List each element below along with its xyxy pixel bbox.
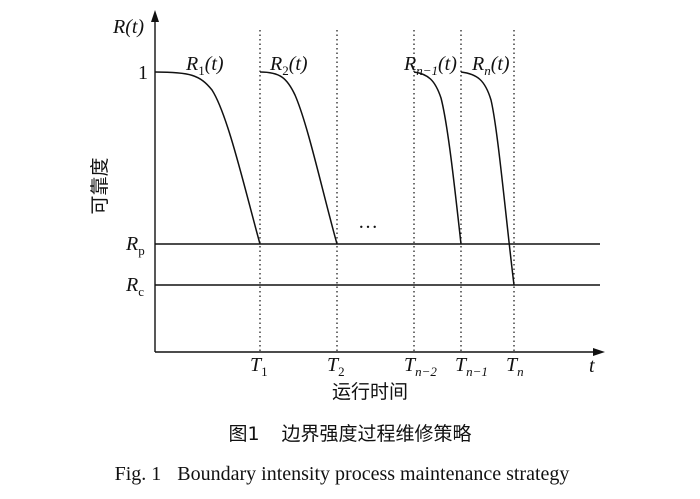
curve-base: R	[185, 53, 198, 75]
curve-arg: (t)	[438, 53, 457, 75]
curve-sub: 1	[198, 63, 205, 78]
curve	[413, 71, 462, 245]
rc-base: R	[125, 274, 138, 296]
y-title: 可靠度	[89, 157, 111, 214]
caption-fig: 图1	[228, 423, 259, 445]
y-arrow	[151, 10, 159, 22]
rc-label: Rc	[125, 274, 144, 299]
rc-sub: c	[138, 284, 144, 299]
curve-label: Rn(t)	[471, 53, 510, 78]
curve-base: R	[471, 53, 484, 75]
curve-arg: (t)	[491, 53, 510, 75]
curves	[154, 71, 515, 286]
level-one: 1	[138, 62, 148, 84]
time-sub: n−2	[415, 364, 437, 379]
time-label: T2	[327, 354, 345, 379]
time-sub: n	[517, 364, 524, 379]
time-base: T	[327, 354, 340, 376]
time-label: Tn−2	[404, 354, 437, 379]
curve-arg: (t)	[289, 53, 308, 75]
curve-label: R1(t)	[185, 53, 224, 78]
time-base: T	[506, 354, 519, 376]
rp-label: Rp	[125, 233, 145, 258]
curve-sub: n−1	[416, 63, 438, 78]
caption-cn: 图1 边界强度过程维修策略	[228, 423, 471, 445]
time-base: T	[455, 354, 468, 376]
curve-sub: n	[484, 63, 491, 78]
rp-sub: p	[138, 243, 145, 258]
axes	[151, 10, 605, 356]
y-label: R(t)	[112, 16, 144, 38]
time-base: T	[250, 354, 263, 376]
curve-base: R	[403, 53, 416, 75]
time-label: T1	[250, 354, 268, 379]
curve	[154, 71, 261, 245]
caption-text: Boundary intensity process maintenance s…	[177, 463, 569, 485]
rp-base: R	[125, 233, 138, 255]
time-label: Tn−1	[455, 354, 488, 379]
curve-arg: (t)	[205, 53, 224, 75]
x-title: 运行时间	[332, 381, 408, 403]
ellipsis: …	[358, 211, 378, 233]
curve	[460, 71, 515, 286]
curve	[259, 71, 338, 245]
x-arrow	[593, 348, 605, 356]
curve-label: Rn−1(t)	[403, 53, 457, 78]
curve-label: R2(t)	[269, 53, 308, 78]
caption-text: 边界强度过程维修策略	[282, 423, 472, 445]
curve-sub: 2	[282, 63, 289, 78]
time-sub: 1	[261, 364, 268, 379]
caption-en: Fig. 1 Boundary intensity process mainten…	[115, 463, 570, 485]
curve-base: R	[269, 53, 282, 75]
x-label: t	[589, 355, 595, 377]
time-lines	[259, 30, 515, 352]
time-base: T	[404, 354, 417, 376]
time-sub: n−1	[466, 364, 488, 379]
time-sub: 2	[338, 364, 345, 379]
time-label: Tn	[506, 354, 524, 379]
caption-fig: Fig. 1	[115, 463, 162, 485]
